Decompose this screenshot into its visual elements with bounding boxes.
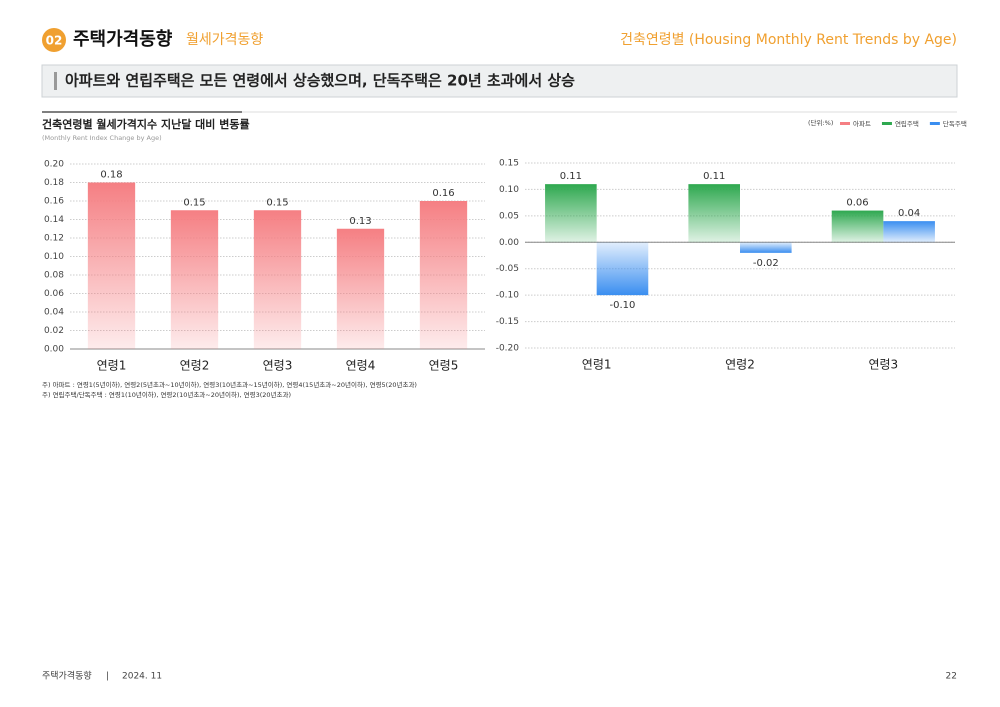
badge-circle <box>42 28 66 52</box>
badge: 02 <box>46 34 63 48</box>
page-subtitle: 월세가격동향 <box>186 32 263 48</box>
page-title: 주택가격동향 <box>73 29 173 50</box>
x-tick-label: 연령5 <box>429 359 459 373</box>
x-tick-label: 연령2 <box>180 359 210 373</box>
value-label: 0.11 <box>703 171 725 182</box>
x-tick-label: 연령1 <box>582 358 612 372</box>
legend-label: 아파트 <box>853 119 871 128</box>
legend-swatch <box>929 122 940 125</box>
value-label: 0.18 <box>100 170 122 181</box>
footer-sep: | <box>106 672 109 682</box>
y-tick-label: -0.15 <box>496 317 519 327</box>
value-label: -0.10 <box>610 300 636 311</box>
unit: (단위:%) <box>808 118 833 127</box>
value-label: 0.11 <box>560 171 582 182</box>
note: 주) 아파트 : 연령1(5년이하), 연령2(5년초과~10년이하), 연령3… <box>42 380 417 389</box>
value-label: 0.15 <box>266 197 288 208</box>
y-tick-label: 0.08 <box>44 271 64 281</box>
y-tick-label: 0.05 <box>499 211 519 221</box>
headline-bar <box>54 72 57 90</box>
y-tick-label: -0.20 <box>496 344 520 354</box>
value-label: 0.13 <box>349 216 371 227</box>
bar <box>545 184 597 243</box>
y-tick-label: 0.20 <box>44 160 64 170</box>
legend-label: 단독주택 <box>943 119 967 128</box>
y-tick-label: 0.16 <box>44 197 64 207</box>
section-title: 건축연령별 월세가격지수 지난달 대비 변동률 <box>42 117 250 131</box>
x-tick-label: 연령1 <box>97 359 127 373</box>
headline-box <box>41 64 958 98</box>
y-tick-label: -0.05 <box>496 264 519 274</box>
bar <box>87 182 136 349</box>
value-label: 0.15 <box>183 197 205 208</box>
bar <box>336 228 385 349</box>
x-tick-label: 연령3 <box>263 359 293 373</box>
section-subtitle: (Monthly Rent Index Change by Age) <box>42 134 162 142</box>
right-title: 건축연령별 (Housing Monthly Rent Trends by Ag… <box>620 32 957 48</box>
headline: 아파트와 연립주택은 모든 연령에서 상승했으며, 단독주택은 20년 초과에서… <box>65 72 575 90</box>
x-tick-label: 연령3 <box>868 358 898 372</box>
y-tick-label: -0.10 <box>496 291 520 301</box>
value-label: 0.06 <box>846 198 868 209</box>
bar <box>596 242 649 296</box>
y-tick-label: 0.06 <box>44 289 64 299</box>
legend-swatch <box>881 122 892 125</box>
x-tick-label: 연령4 <box>346 359 376 373</box>
y-tick-label: 0.18 <box>44 178 64 188</box>
bar <box>688 184 740 243</box>
bar <box>419 201 468 349</box>
y-tick-label: 0.15 <box>499 159 519 169</box>
footer-left: 주택가격동향 <box>42 670 92 682</box>
bar <box>831 210 884 243</box>
bar <box>253 210 302 349</box>
footer-date: 2024. 11 <box>122 672 162 682</box>
y-tick-label: 0.12 <box>44 234 64 244</box>
x-tick-label: 연령2 <box>725 358 755 372</box>
y-tick-label: 0.04 <box>44 308 64 318</box>
page-number: 22 <box>946 672 957 682</box>
value-label: -0.02 <box>753 258 779 269</box>
bar <box>740 242 792 253</box>
value-label: 0.16 <box>432 188 454 199</box>
value-label: 0.04 <box>898 208 920 219</box>
y-tick-label: 0.14 <box>44 215 64 225</box>
y-tick-label: 0.10 <box>499 185 519 195</box>
note: 주) 연립주택/단독주택 : 연령1(10년이하), 연령2(10년초과~20년… <box>42 390 291 399</box>
legend-label: 연립주택 <box>895 119 919 128</box>
bar <box>883 221 935 243</box>
legend-swatch <box>840 122 850 125</box>
y-tick-label: 0.00 <box>44 345 64 355</box>
y-tick-label: 0.02 <box>44 326 64 336</box>
bar <box>170 210 219 349</box>
y-tick-label: 0.10 <box>44 252 64 262</box>
y-tick-label: 0.00 <box>499 238 519 248</box>
